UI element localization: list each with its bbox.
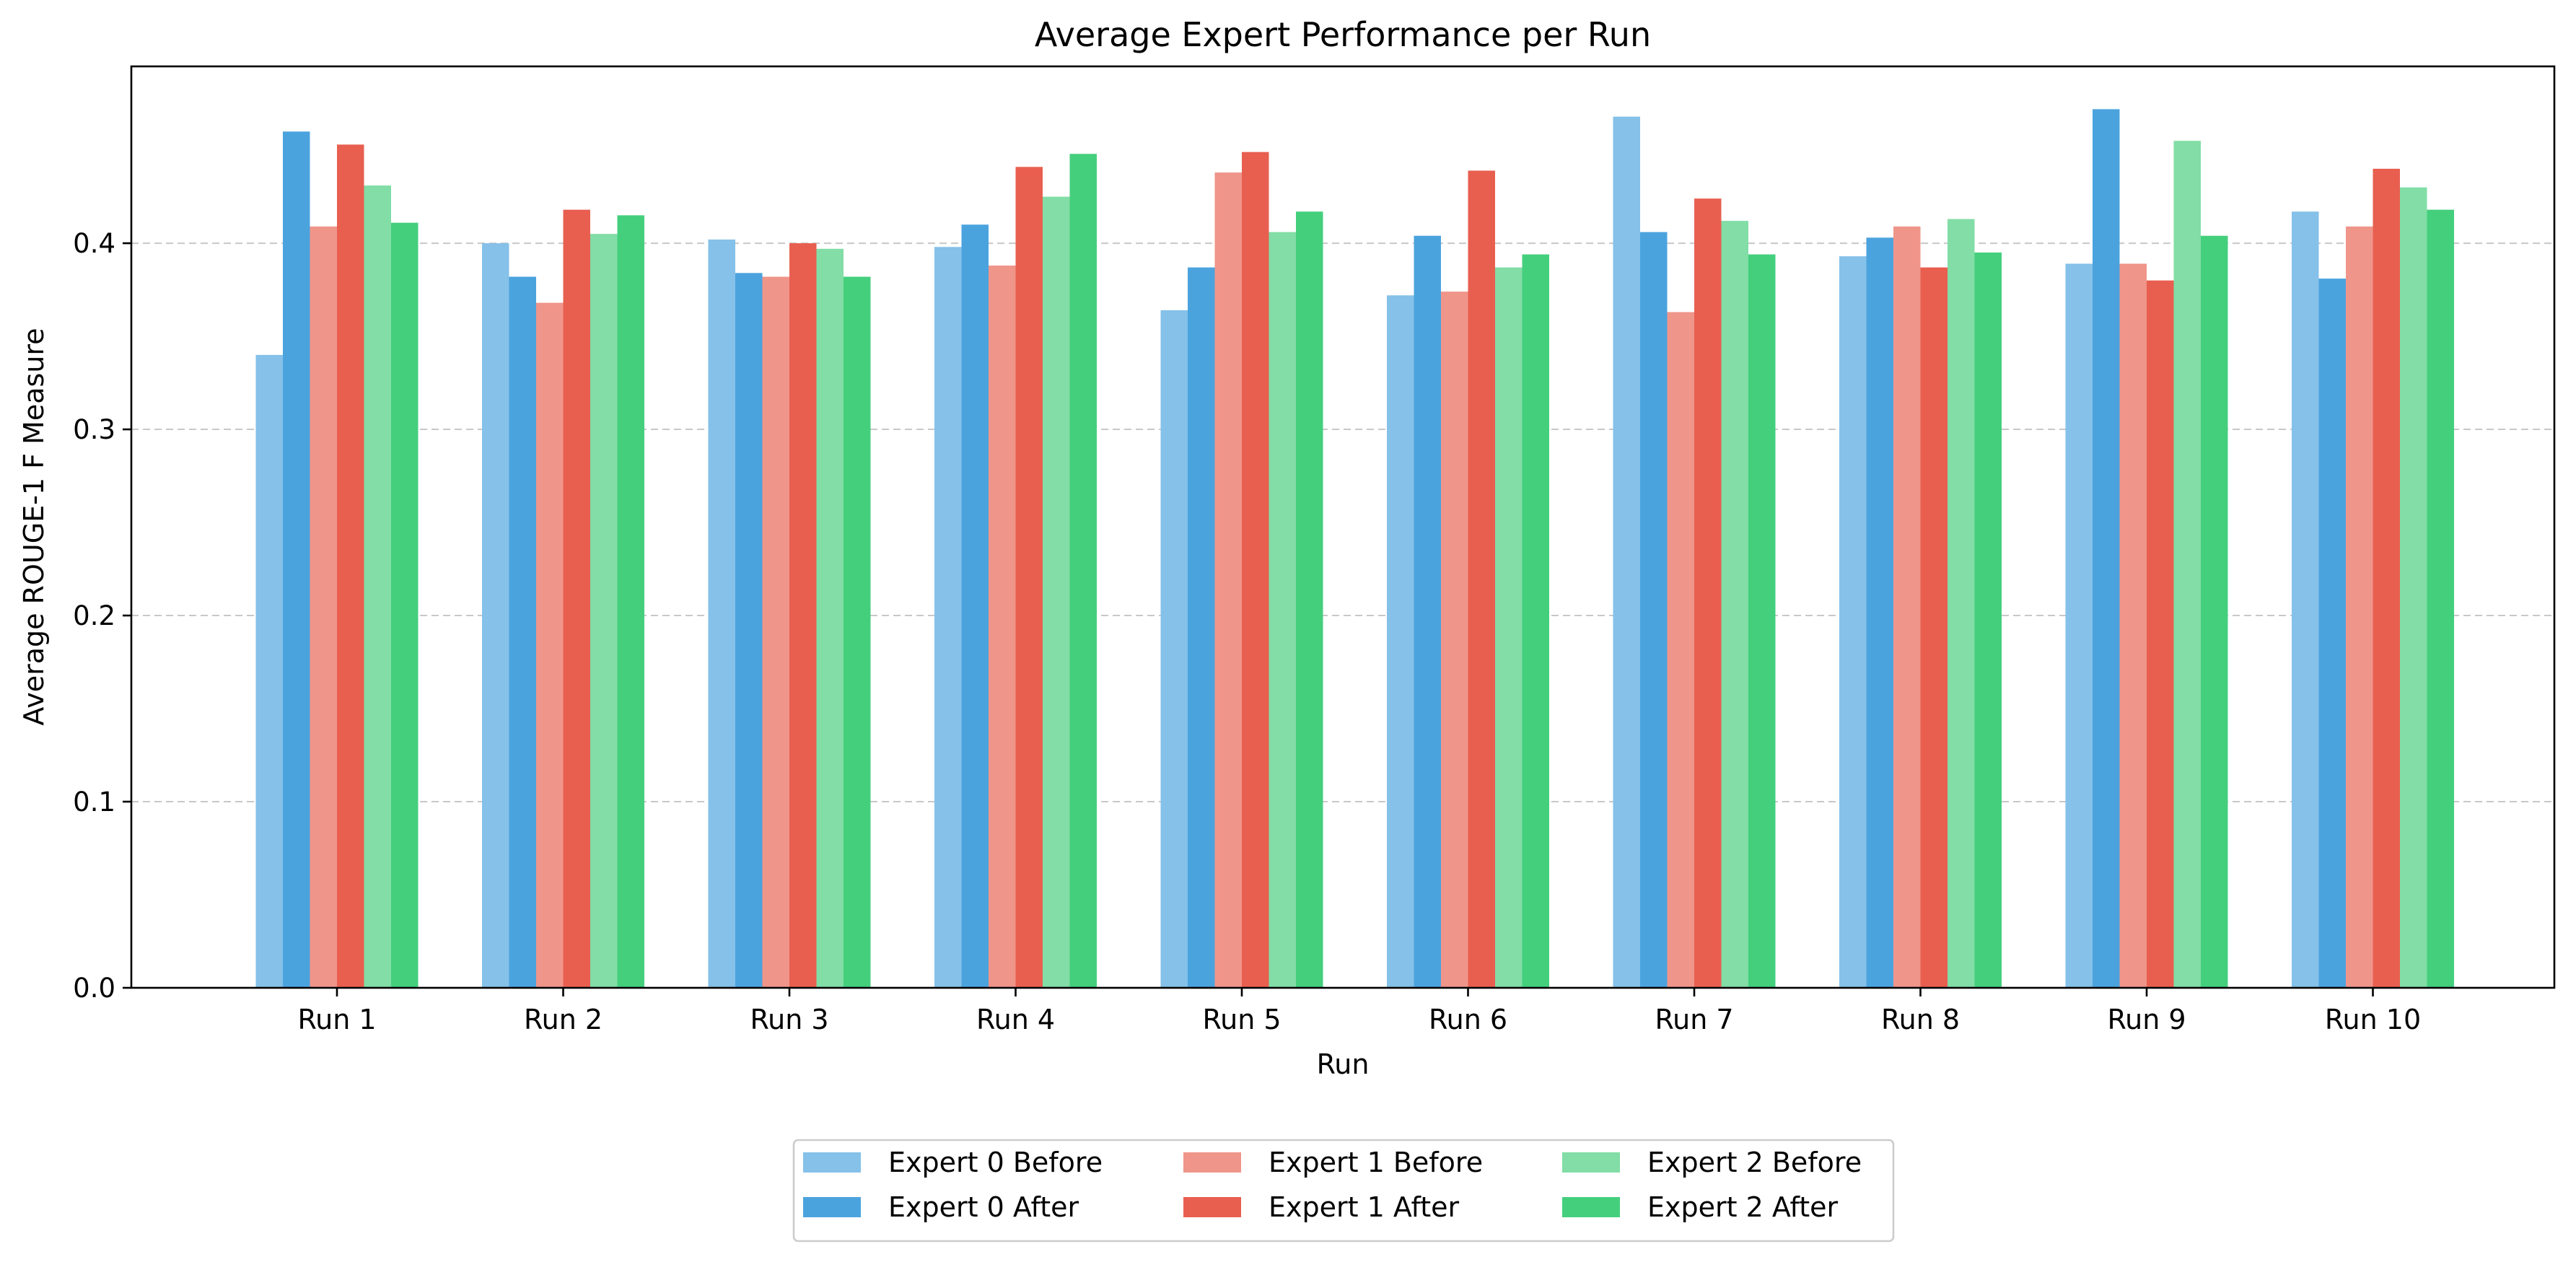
x-tick-label: Run 7 bbox=[1655, 1004, 1733, 1035]
bar-expert-0-after-run-3 bbox=[735, 273, 763, 989]
x-tick-label: Run 10 bbox=[2325, 1004, 2421, 1035]
legend-label: Expert 1 Before bbox=[1269, 1147, 1483, 1178]
bar-expert-2-before-run-10 bbox=[2400, 187, 2427, 988]
legend-label: Expert 0 Before bbox=[888, 1147, 1103, 1178]
legend-swatch bbox=[1183, 1197, 1241, 1217]
bar-expert-2-before-run-5 bbox=[1269, 232, 1296, 988]
bar-expert-2-after-run-4 bbox=[1069, 154, 1097, 989]
x-tick-label: Run 4 bbox=[976, 1004, 1055, 1035]
bars bbox=[255, 109, 2454, 989]
bar-expert-0-before-run-10 bbox=[2292, 211, 2319, 988]
y-tick-label: 0.0 bbox=[73, 973, 115, 1004]
y-tick-label: 0.4 bbox=[73, 228, 115, 259]
bar-expert-2-before-run-6 bbox=[1495, 267, 1523, 989]
bar-expert-2-before-run-9 bbox=[2173, 141, 2201, 989]
bar-expert-1-before-run-1 bbox=[310, 226, 337, 988]
x-tick-label: Run 1 bbox=[297, 1004, 376, 1035]
bar-expert-2-before-run-8 bbox=[1948, 219, 1975, 988]
bar-expert-1-after-run-8 bbox=[1920, 267, 1948, 989]
bar-expert-0-before-run-9 bbox=[2065, 263, 2093, 988]
legend-swatch bbox=[1183, 1152, 1241, 1173]
chart-title: Average Expert Performance per Run bbox=[1035, 15, 1651, 54]
bar-expert-2-after-run-5 bbox=[1296, 211, 1323, 988]
bar-expert-1-before-run-6 bbox=[1441, 292, 1468, 989]
bar-expert-1-after-run-3 bbox=[789, 243, 817, 988]
bar-expert-0-before-run-3 bbox=[708, 239, 735, 989]
legend-swatch bbox=[1562, 1197, 1620, 1217]
legend-swatch bbox=[803, 1152, 861, 1173]
y-axis: 0.0 0.1 0.2 0.3 0.4 bbox=[73, 228, 131, 1004]
y-axis-label: Average ROUGE-1 F Measure bbox=[18, 328, 50, 725]
bar-expert-0-after-run-2 bbox=[509, 276, 536, 988]
legend-swatch bbox=[803, 1197, 861, 1217]
bar-expert-2-after-run-3 bbox=[844, 276, 871, 988]
bar-expert-1-after-run-2 bbox=[563, 209, 590, 989]
bar-expert-0-after-run-6 bbox=[1414, 235, 1441, 989]
bar-expert-1-after-run-5 bbox=[1242, 152, 1269, 989]
bar-expert-1-before-run-3 bbox=[762, 276, 789, 988]
x-tick-label: Run 6 bbox=[1429, 1004, 1507, 1035]
x-tick-label: Run 9 bbox=[2107, 1004, 2186, 1035]
bar-expert-1-before-run-7 bbox=[1667, 312, 1694, 988]
bar-expert-1-after-run-4 bbox=[1015, 167, 1043, 989]
bar-expert-0-before-run-6 bbox=[1387, 295, 1414, 988]
bar-expert-2-after-run-9 bbox=[2201, 235, 2228, 989]
bar-expert-1-after-run-10 bbox=[2373, 168, 2400, 988]
bar-expert-1-before-run-10 bbox=[2346, 226, 2373, 988]
bar-expert-1-before-run-9 bbox=[2119, 263, 2147, 988]
bar-expert-2-before-run-4 bbox=[1043, 196, 1070, 989]
bar-expert-0-before-run-7 bbox=[1613, 116, 1640, 988]
bar-expert-2-after-run-8 bbox=[1974, 252, 2002, 988]
bar-expert-1-after-run-7 bbox=[1694, 198, 1722, 988]
bar-expert-0-after-run-5 bbox=[1188, 267, 1215, 989]
bar-expert-0-after-run-4 bbox=[961, 224, 989, 988]
x-tick-label: Run 5 bbox=[1202, 1004, 1281, 1035]
bar-expert-2-after-run-2 bbox=[617, 215, 644, 989]
y-tick-label: 0.1 bbox=[73, 786, 115, 818]
x-axis: Run 1 Run 2 Run 3 Run 4 Run 5 Run 6 Run 7 Run 8… bbox=[297, 988, 2421, 1035]
bar-expert-2-after-run-10 bbox=[2427, 209, 2454, 989]
bar-expert-1-after-run-1 bbox=[337, 144, 364, 988]
bar-expert-0-after-run-10 bbox=[2318, 279, 2346, 989]
legend-label: Expert 1 After bbox=[1269, 1191, 1459, 1223]
legend-swatch bbox=[1562, 1152, 1620, 1173]
plot-frame bbox=[130, 65, 2556, 989]
bar-expert-0-before-run-4 bbox=[934, 247, 962, 988]
x-tick-label: Run 8 bbox=[1881, 1004, 1960, 1035]
bar-expert-0-after-run-9 bbox=[2093, 109, 2120, 989]
bar-expert-2-before-run-1 bbox=[364, 185, 391, 988]
bar-expert-2-before-run-3 bbox=[816, 248, 844, 988]
bar-expert-0-before-run-1 bbox=[255, 354, 283, 989]
x-axis-label: Run bbox=[1317, 1048, 1370, 1080]
bar-expert-1-after-run-6 bbox=[1468, 170, 1495, 988]
bar-expert-0-before-run-5 bbox=[1160, 310, 1188, 989]
bar-expert-1-before-run-8 bbox=[1893, 226, 1921, 988]
bar-expert-0-after-run-7 bbox=[1640, 232, 1668, 988]
bar-expert-2-after-run-1 bbox=[391, 222, 419, 989]
bar-expert-1-before-run-4 bbox=[989, 266, 1016, 988]
bar-expert-1-before-run-5 bbox=[1214, 172, 1242, 989]
bar-expert-2-after-run-6 bbox=[1522, 254, 1549, 989]
bar-expert-2-before-run-7 bbox=[1721, 221, 1748, 988]
bar-expert-1-before-run-2 bbox=[536, 302, 564, 988]
y-tick-label: 0.3 bbox=[73, 414, 115, 445]
y-tick-label: 0.2 bbox=[73, 600, 115, 631]
bar-expert-2-before-run-2 bbox=[590, 234, 618, 988]
bar-expert-2-after-run-7 bbox=[1748, 254, 1776, 989]
x-tick-label: Run 3 bbox=[750, 1004, 828, 1035]
legend-label: Expert 0 After bbox=[888, 1191, 1079, 1223]
legend-label: Expert 2 Before bbox=[1647, 1147, 1862, 1178]
bar-expert-0-before-run-2 bbox=[482, 243, 509, 988]
x-tick-label: Run 2 bbox=[524, 1004, 603, 1035]
bar-expert-0-after-run-1 bbox=[283, 131, 310, 988]
legend-label: Expert 2 After bbox=[1647, 1191, 1838, 1223]
bar-expert-1-after-run-9 bbox=[2147, 280, 2174, 988]
bar-expert-0-before-run-8 bbox=[1839, 256, 1867, 988]
bar-expert-0-after-run-8 bbox=[1866, 237, 1893, 988]
legend: Expert 0 Before Expert 0 After Expert 1 Be… bbox=[792, 1139, 1895, 1243]
